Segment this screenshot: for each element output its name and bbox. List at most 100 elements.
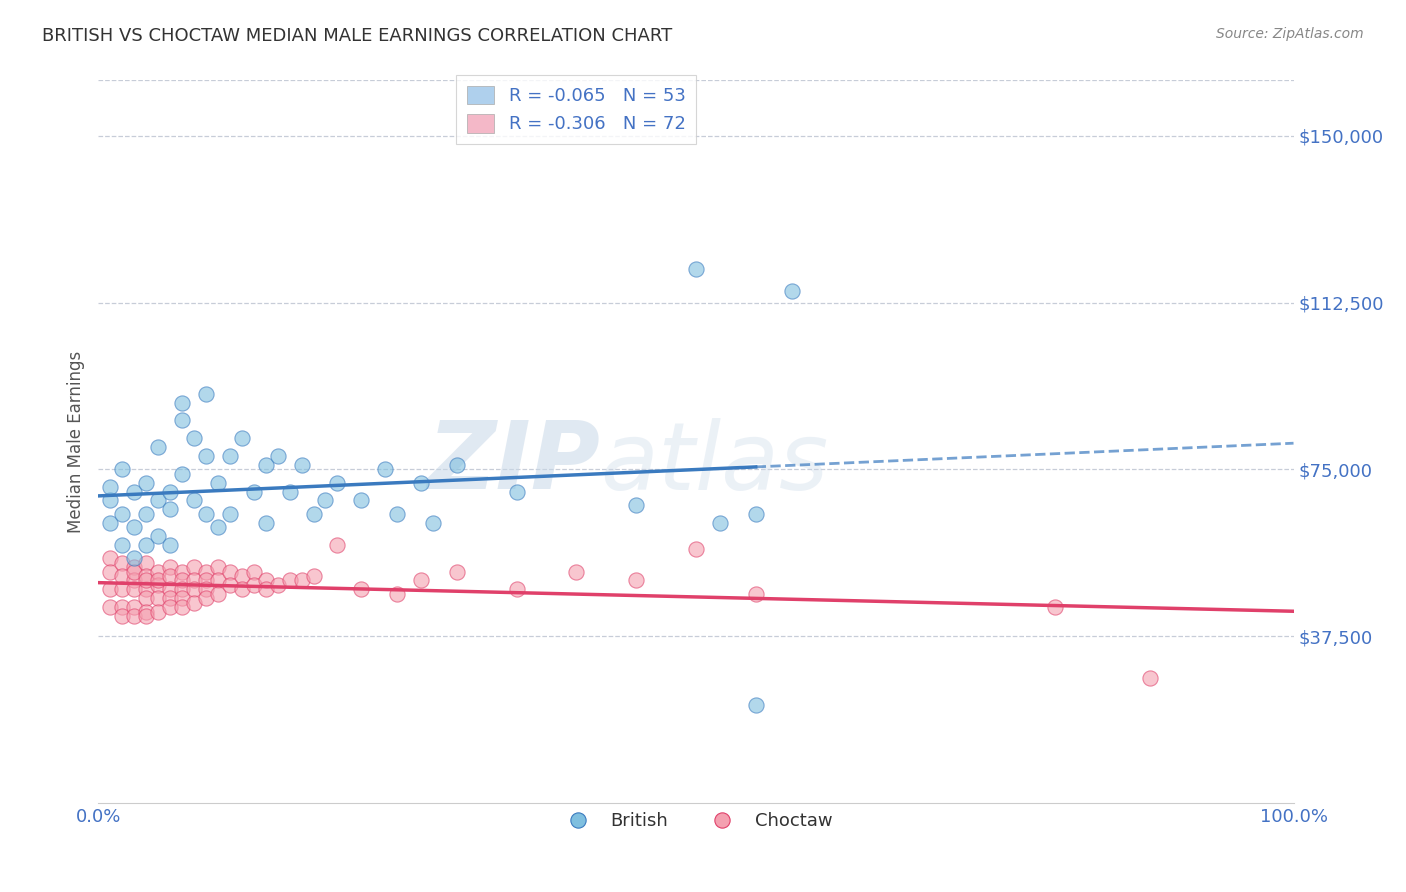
Point	[207, 560, 229, 574]
Point	[148, 529, 170, 543]
Point	[506, 484, 529, 499]
Point	[111, 609, 134, 624]
Point	[111, 462, 134, 476]
Text: ZIP: ZIP	[427, 417, 600, 509]
Point	[98, 551, 122, 566]
Point	[172, 467, 194, 481]
Point	[148, 565, 170, 579]
Point	[135, 591, 157, 606]
Point	[254, 458, 277, 472]
Point	[111, 569, 134, 583]
Text: BRITISH VS CHOCTAW MEDIAN MALE EARNINGS CORRELATION CHART: BRITISH VS CHOCTAW MEDIAN MALE EARNINGS …	[42, 27, 672, 45]
Point	[148, 591, 170, 606]
Point	[172, 600, 194, 615]
Point	[111, 582, 134, 597]
Point	[135, 605, 157, 619]
Point	[172, 395, 194, 409]
Point	[254, 582, 277, 597]
Point	[111, 556, 134, 570]
Point	[243, 565, 266, 579]
Point	[148, 574, 170, 588]
Point	[195, 565, 218, 579]
Point	[626, 574, 648, 588]
Text: atlas: atlas	[600, 417, 828, 508]
Point	[1043, 600, 1066, 615]
Point	[745, 507, 768, 521]
Point	[195, 507, 218, 521]
Point	[111, 538, 134, 552]
Point	[780, 285, 803, 299]
Point	[195, 449, 218, 463]
Point	[98, 493, 122, 508]
Point	[124, 565, 146, 579]
Point	[124, 582, 146, 597]
Point	[709, 516, 731, 530]
Point	[291, 574, 314, 588]
Point	[278, 484, 301, 499]
Point	[172, 574, 194, 588]
Point	[267, 578, 290, 592]
Point	[231, 582, 253, 597]
Point	[148, 440, 170, 454]
Point	[172, 413, 194, 427]
Point	[124, 574, 146, 588]
Point	[159, 484, 181, 499]
Point	[183, 582, 205, 597]
Point	[124, 520, 146, 534]
Point	[159, 600, 181, 615]
Point	[326, 475, 349, 490]
Point	[1139, 671, 1161, 685]
Point	[124, 551, 146, 566]
Point	[148, 605, 170, 619]
Point	[385, 507, 409, 521]
Point	[411, 574, 433, 588]
Point	[159, 502, 181, 516]
Point	[291, 458, 314, 472]
Point	[745, 587, 768, 601]
Point	[254, 574, 277, 588]
Point	[98, 480, 122, 494]
Point	[302, 569, 325, 583]
Point	[183, 560, 205, 574]
Point	[195, 591, 218, 606]
Point	[231, 569, 253, 583]
Point	[446, 565, 468, 579]
Point	[135, 609, 157, 624]
Point	[267, 449, 290, 463]
Point	[231, 431, 253, 445]
Point	[219, 578, 242, 592]
Point	[350, 582, 373, 597]
Point	[135, 569, 157, 583]
Point	[172, 565, 194, 579]
Y-axis label: Median Male Earnings: Median Male Earnings	[66, 351, 84, 533]
Point	[98, 582, 122, 597]
Point	[124, 600, 146, 615]
Point	[315, 493, 337, 508]
Point	[98, 516, 122, 530]
Point	[219, 507, 242, 521]
Point	[195, 582, 218, 597]
Point	[207, 587, 229, 601]
Point	[278, 574, 301, 588]
Point	[135, 556, 157, 570]
Point	[135, 582, 157, 597]
Point	[159, 560, 181, 574]
Point	[243, 484, 266, 499]
Point	[98, 565, 122, 579]
Point	[207, 574, 229, 588]
Point	[195, 386, 218, 401]
Point	[159, 569, 181, 583]
Point	[135, 574, 157, 588]
Point	[172, 582, 194, 597]
Point	[159, 538, 181, 552]
Point	[243, 578, 266, 592]
Point	[148, 493, 170, 508]
Point	[124, 609, 146, 624]
Point	[135, 475, 157, 490]
Point	[135, 507, 157, 521]
Point	[207, 475, 229, 490]
Point	[183, 574, 205, 588]
Point	[111, 600, 134, 615]
Point	[219, 565, 242, 579]
Point	[626, 498, 648, 512]
